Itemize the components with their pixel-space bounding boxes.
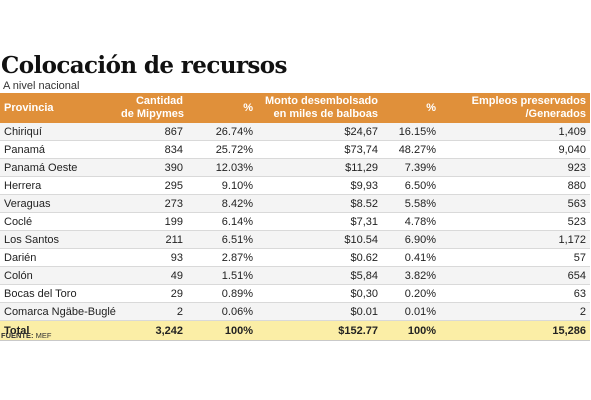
cell-cantidad: 49 bbox=[117, 266, 187, 285]
total-pct-monto: 100% bbox=[382, 320, 440, 341]
cell-pct-cantidad: 9.10% bbox=[187, 176, 257, 195]
table-row: Veraguas 273 8.42% $8.52 5.58% 563 bbox=[0, 194, 590, 213]
table-row: Panamá Oeste 390 12.03% $11,29 7.39% 923 bbox=[0, 158, 590, 177]
table-row: Comarca Ngäbe-Buglé 2 0.06% $0.01 0.01% 2 bbox=[0, 302, 590, 321]
table-row: Los Santos 211 6.51% $10.54 6.90% 1,172 bbox=[0, 230, 590, 249]
col-header-empleos: Empleos preservados/Generados bbox=[440, 93, 590, 123]
cell-monto: $0.62 bbox=[257, 248, 382, 267]
cell-monto: $5,84 bbox=[257, 266, 382, 285]
resources-table: Provincia Cantidad de Mipymes % Monto des… bbox=[0, 93, 590, 341]
cell-provincia: Los Santos bbox=[0, 230, 117, 249]
cell-monto: $24,67 bbox=[257, 123, 382, 141]
cell-pct-monto: 48.27% bbox=[382, 140, 440, 159]
col-header-cantidad: Cantidad de Mipymes bbox=[117, 93, 187, 123]
cell-empleos: 654 bbox=[440, 266, 590, 285]
cell-provincia: Chiriquí bbox=[0, 123, 117, 141]
col-header-pct-monto: % bbox=[382, 93, 440, 123]
cell-empleos: 523 bbox=[440, 212, 590, 231]
cell-cantidad: 199 bbox=[117, 212, 187, 231]
col-header-monto: Monto desembolsado en miles de balboas bbox=[257, 93, 382, 123]
table-row: Colón 49 1.51% $5,84 3.82% 654 bbox=[0, 266, 590, 285]
cell-provincia: Herrera bbox=[0, 176, 117, 195]
cell-cantidad: 273 bbox=[117, 194, 187, 213]
page-subtitle: A nivel nacional bbox=[3, 80, 80, 92]
table-row: Herrera 295 9.10% $9,93 6.50% 880 bbox=[0, 176, 590, 195]
col-header-pct-cantidad: % bbox=[187, 93, 257, 123]
cell-pct-monto: 16.15% bbox=[382, 123, 440, 141]
cell-empleos: 880 bbox=[440, 176, 590, 195]
cell-cantidad: 211 bbox=[117, 230, 187, 249]
cell-provincia: Panamá bbox=[0, 140, 117, 159]
table-body: Chiriquí 867 26.74% $24,67 16.15% 1,409 Panamá… bbox=[0, 123, 590, 321]
source-value: MEF bbox=[35, 331, 52, 340]
cell-cantidad: 295 bbox=[117, 176, 187, 195]
total-empleos: 15,286 bbox=[440, 320, 590, 341]
cell-empleos: 1,409 bbox=[440, 123, 590, 141]
table-row: Coclé 199 6.14% $7,31 4.78% 523 bbox=[0, 212, 590, 231]
table-row: Darién 93 2.87% $0.62 0.41% 57 bbox=[0, 248, 590, 267]
total-row: Total 3,242 100% $152.77 100% 15,286 bbox=[0, 320, 590, 341]
cell-pct-cantidad: 26.74% bbox=[187, 123, 257, 141]
cell-empleos: 563 bbox=[440, 194, 590, 213]
cell-empleos: 1,172 bbox=[440, 230, 590, 249]
cell-pct-cantidad: 0.89% bbox=[187, 284, 257, 303]
cell-empleos: 923 bbox=[440, 158, 590, 177]
cell-pct-cantidad: 25.72% bbox=[187, 140, 257, 159]
cell-pct-monto: 7.39% bbox=[382, 158, 440, 177]
cell-provincia: Comarca Ngäbe-Buglé bbox=[0, 302, 117, 321]
total-pct-cantidad: 100% bbox=[187, 320, 257, 341]
cell-pct-monto: 0.41% bbox=[382, 248, 440, 267]
total-monto: $152.77 bbox=[257, 320, 382, 341]
cell-empleos: 2 bbox=[440, 302, 590, 321]
cell-pct-cantidad: 2.87% bbox=[187, 248, 257, 267]
cell-monto: $9,93 bbox=[257, 176, 382, 195]
table-header: Provincia Cantidad de Mipymes % Monto des… bbox=[0, 93, 590, 123]
table-row: Bocas del Toro 29 0.89% $0,30 0.20% 63 bbox=[0, 284, 590, 303]
total-cantidad: 3,242 bbox=[117, 320, 187, 341]
total-label: Total bbox=[0, 320, 117, 341]
cell-monto: $8.52 bbox=[257, 194, 382, 213]
cell-monto: $0.01 bbox=[257, 302, 382, 321]
cell-pct-monto: 6.50% bbox=[382, 176, 440, 195]
table-row: Panamá 834 25.72% $73,74 48.27% 9,040 bbox=[0, 140, 590, 159]
cell-pct-monto: 0.01% bbox=[382, 302, 440, 321]
cell-monto: $0,30 bbox=[257, 284, 382, 303]
cell-provincia: Darién bbox=[0, 248, 117, 267]
cell-provincia: Bocas del Toro bbox=[0, 284, 117, 303]
cell-cantidad: 867 bbox=[117, 123, 187, 141]
cell-pct-monto: 3.82% bbox=[382, 266, 440, 285]
cell-cantidad: 29 bbox=[117, 284, 187, 303]
cell-empleos: 57 bbox=[440, 248, 590, 267]
cell-empleos: 63 bbox=[440, 284, 590, 303]
page-title: Colocación de recursos bbox=[1, 52, 287, 79]
cell-provincia: Coclé bbox=[0, 212, 117, 231]
source-label: FUENTE: bbox=[1, 331, 34, 340]
cell-pct-monto: 6.90% bbox=[382, 230, 440, 249]
cell-pct-monto: 4.78% bbox=[382, 212, 440, 231]
cell-provincia: Colón bbox=[0, 266, 117, 285]
cell-pct-monto: 0.20% bbox=[382, 284, 440, 303]
cell-provincia: Veraguas bbox=[0, 194, 117, 213]
cell-monto: $73,74 bbox=[257, 140, 382, 159]
cell-monto: $7,31 bbox=[257, 212, 382, 231]
cell-pct-cantidad: 6.14% bbox=[187, 212, 257, 231]
cell-pct-cantidad: 0.06% bbox=[187, 302, 257, 321]
cell-pct-cantidad: 6.51% bbox=[187, 230, 257, 249]
cell-empleos: 9,040 bbox=[440, 140, 590, 159]
cell-monto: $11,29 bbox=[257, 158, 382, 177]
cell-monto: $10.54 bbox=[257, 230, 382, 249]
cell-provincia: Panamá Oeste bbox=[0, 158, 117, 177]
col-header-provincia: Provincia bbox=[0, 93, 117, 123]
source-note: FUENTE: MEF bbox=[1, 331, 51, 340]
cell-cantidad: 93 bbox=[117, 248, 187, 267]
cell-pct-cantidad: 8.42% bbox=[187, 194, 257, 213]
cell-pct-cantidad: 12.03% bbox=[187, 158, 257, 177]
cell-pct-monto: 5.58% bbox=[382, 194, 440, 213]
cell-cantidad: 834 bbox=[117, 140, 187, 159]
cell-cantidad: 390 bbox=[117, 158, 187, 177]
cell-pct-cantidad: 1.51% bbox=[187, 266, 257, 285]
table-row: Chiriquí 867 26.74% $24,67 16.15% 1,409 bbox=[0, 123, 590, 141]
cell-cantidad: 2 bbox=[117, 302, 187, 321]
